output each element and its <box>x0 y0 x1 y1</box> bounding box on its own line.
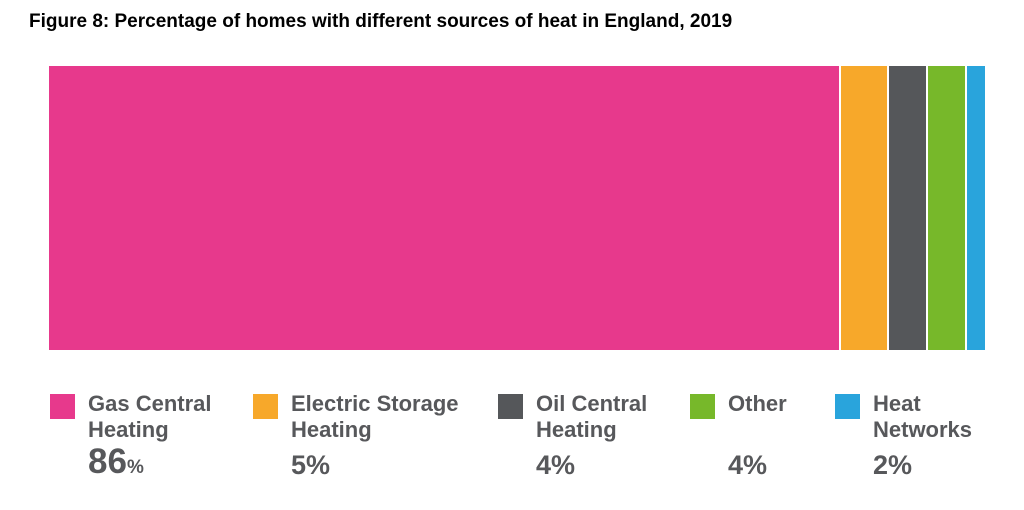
legend-item-other: Other 4% <box>690 391 823 481</box>
bar-segment-electric-storage-heating <box>841 66 888 350</box>
bar-segment-heat-networks <box>966 66 985 350</box>
legend-value-number: 2 <box>873 450 889 480</box>
legend-item-oil-central-heating: Oil Central Heating 4% <box>498 391 666 481</box>
legend-label: Electric Storage Heating <box>291 391 459 442</box>
legend-label: Heat Networks <box>873 391 973 442</box>
legend-value-number: 5 <box>291 450 307 480</box>
legend-value-percent-sign: % <box>306 450 331 480</box>
bar-segment-other <box>927 66 965 350</box>
legend-value-number: 4 <box>536 450 552 480</box>
legend-item-gas-central-heating: Gas Central Heating 86% <box>50 391 228 480</box>
legend-swatch-icon <box>253 394 278 419</box>
legend: Gas Central Heating 86% Electric Storage H… <box>0 391 1024 491</box>
legend-value-number: 86 <box>88 442 127 481</box>
legend-label: Other <box>728 391 787 416</box>
legend-label: Gas Central Heating <box>88 391 212 442</box>
bar-segment-gas-central-heating <box>49 66 840 350</box>
legend-swatch-icon <box>50 394 75 419</box>
legend-value: 86% <box>88 444 228 480</box>
legend-swatch-icon <box>498 394 523 419</box>
legend-value-number: 4 <box>728 450 744 480</box>
legend-swatch-icon <box>835 394 860 419</box>
bar-segment-oil-central-heating <box>889 66 926 350</box>
figure-title: Figure 8: Percentage of homes with diffe… <box>29 11 733 32</box>
legend-item-electric-storage-heating: Electric Storage Heating 5% <box>253 391 471 481</box>
legend-value: 4% <box>536 452 666 481</box>
legend-value-percent-sign: % <box>126 457 144 478</box>
stacked-bar <box>49 66 985 350</box>
legend-value: 2% <box>873 452 988 481</box>
legend-value: 5% <box>291 452 471 481</box>
legend-swatch-icon <box>690 394 715 419</box>
legend-item-heat-networks: Heat Networks 2% <box>835 391 988 481</box>
legend-value: 4% <box>728 452 823 481</box>
legend-value-percent-sign: % <box>743 450 768 480</box>
legend-value-percent-sign: % <box>888 450 913 480</box>
legend-value-percent-sign: % <box>551 450 576 480</box>
legend-label: Oil Central Heating <box>536 391 648 442</box>
